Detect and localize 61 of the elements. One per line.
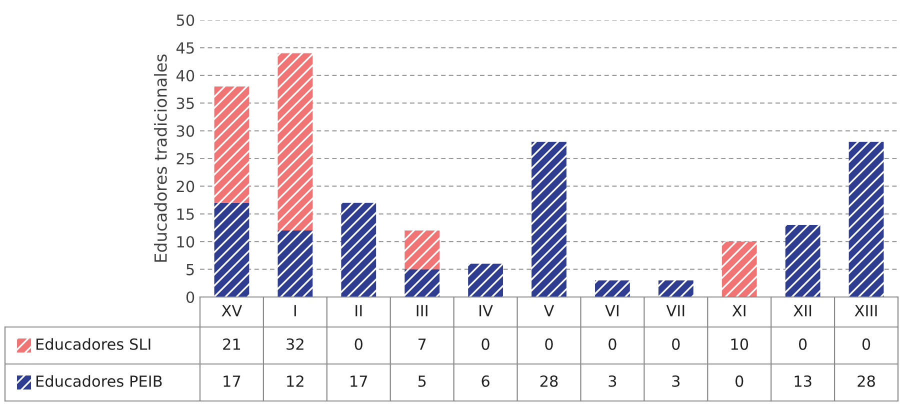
data-label: 0 [736, 375, 744, 387]
data-label: 0 [482, 338, 490, 350]
y-tick-label: 45 [176, 42, 194, 54]
data-label: 3 [608, 375, 616, 387]
data-label: 6 [482, 375, 490, 387]
legend-label: Educadores PEIB [36, 375, 162, 387]
bar [278, 230, 313, 297]
legend-label: Educadores SLI [36, 338, 150, 350]
y-tick-label: 20 [176, 180, 194, 192]
data-label: 28 [858, 375, 875, 387]
y-tick-label: 40 [176, 70, 194, 82]
bar [214, 86, 250, 203]
data-label: 7 [418, 338, 426, 350]
data-label: 21 [223, 338, 240, 350]
data-label: 17 [350, 376, 368, 387]
y-tick-label: 15 [177, 208, 194, 220]
x-tick-label: XII [794, 305, 812, 316]
y-tick-label: 30 [176, 125, 194, 137]
data-label: 28 [540, 375, 558, 387]
data-label: 0 [608, 338, 616, 350]
data-label: 17 [224, 376, 240, 387]
data-label: 10 [731, 338, 748, 350]
bar [341, 202, 376, 297]
y-tick-label: 10 [177, 236, 194, 248]
data-label: 0 [862, 338, 870, 350]
x-tick-label: XIII [854, 305, 877, 316]
x-tick-label: V [544, 305, 554, 316]
data-label: 3 [672, 375, 680, 387]
x-tick-label: VI [605, 305, 618, 316]
x-tick-label: II [356, 305, 362, 316]
x-tick-label: I [294, 305, 296, 316]
bar [848, 142, 884, 297]
bar [785, 224, 820, 297]
y-tick-label: 35 [176, 98, 194, 110]
bar [278, 53, 313, 231]
data-label: 12 [287, 375, 304, 387]
data-label: 0 [545, 338, 553, 350]
data-label: 13 [794, 375, 812, 387]
bar [468, 264, 503, 297]
x-tick-label: IV [480, 305, 493, 316]
y-tick-label: 25 [176, 152, 194, 165]
y-axis-title: Educadores tradicionales [154, 54, 167, 262]
x-tick-label: III [416, 305, 428, 316]
y-tick-label: 0 [186, 291, 194, 304]
data-label: 0 [354, 338, 362, 350]
y-tick-label: 5 [186, 264, 194, 276]
data-label: 0 [672, 338, 680, 350]
x-tick-label: VII [666, 305, 684, 316]
bar [404, 230, 440, 270]
x-tick-label: XV [222, 305, 242, 316]
bar [722, 242, 757, 297]
bar [404, 269, 440, 297]
data-label: 0 [798, 338, 807, 350]
x-tick-label: XI [732, 305, 746, 316]
bar [595, 280, 630, 297]
data-label: 32 [286, 338, 304, 350]
bar [658, 280, 694, 297]
bar [214, 202, 250, 297]
data-label: 5 [418, 376, 426, 387]
y-tick-label: 50 [176, 14, 194, 26]
bar [532, 142, 566, 297]
